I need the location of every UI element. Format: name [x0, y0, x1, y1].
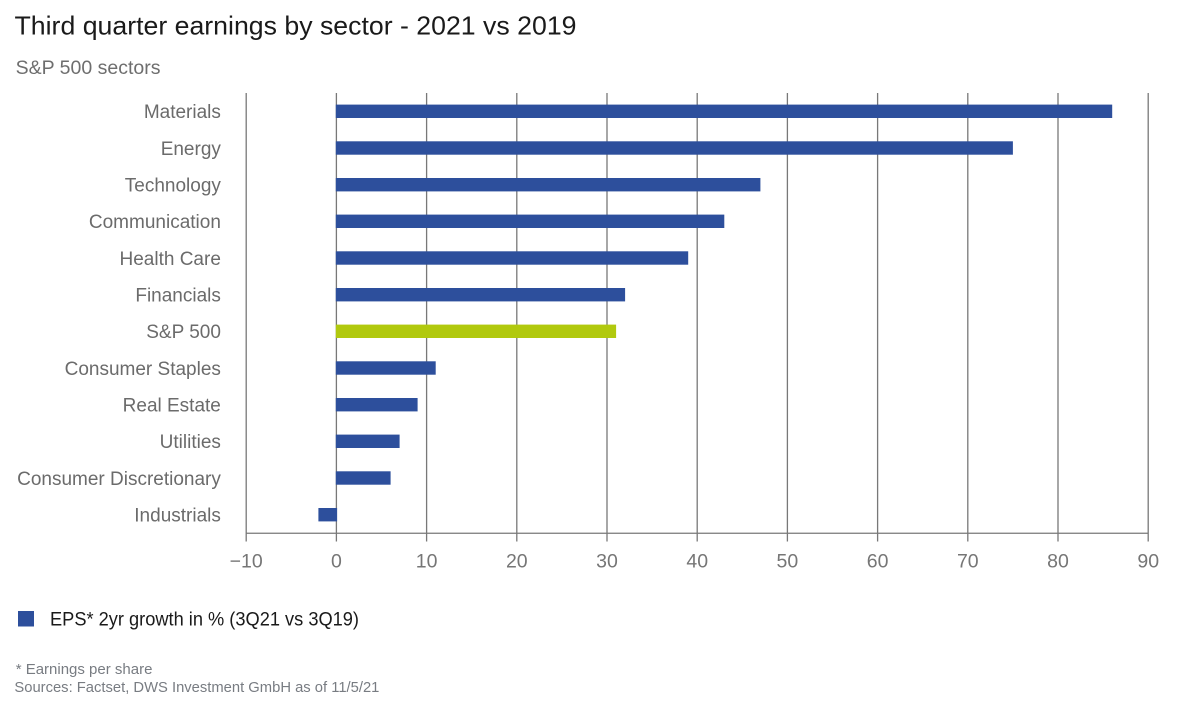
- svg-text:50: 50: [777, 550, 799, 572]
- svg-text:70: 70: [957, 550, 979, 572]
- svg-text:Industrials: Industrials: [134, 506, 221, 527]
- svg-text:Consumer Discretionary: Consumer Discretionary: [17, 469, 221, 490]
- svg-text:0: 0: [331, 550, 342, 572]
- svg-text:90: 90: [1137, 550, 1159, 572]
- svg-text:10: 10: [416, 550, 438, 572]
- svg-text:Energy: Energy: [161, 139, 222, 160]
- svg-text:80: 80: [1047, 550, 1069, 572]
- svg-text:Sources: Factset, DWS Investme: Sources: Factset, DWS Investment GmbH as…: [14, 679, 379, 696]
- svg-text:30: 30: [596, 550, 618, 572]
- svg-text:−10: −10: [230, 550, 263, 572]
- svg-text:40: 40: [686, 550, 708, 572]
- svg-text:Real Estate: Real Estate: [123, 396, 221, 417]
- svg-text:Consumer Staples: Consumer Staples: [65, 359, 221, 380]
- svg-text:S&P 500 sectors: S&P 500 sectors: [16, 57, 161, 79]
- svg-text:* Earnings per share: * Earnings per share: [16, 661, 153, 678]
- svg-text:Health Care: Health Care: [120, 249, 221, 270]
- svg-text:Financials: Financials: [135, 286, 221, 307]
- svg-text:60: 60: [867, 550, 889, 572]
- svg-text:Technology: Technology: [125, 176, 222, 197]
- svg-text:EPS* 2yr growth in % (3Q21 vs: EPS* 2yr growth in % (3Q21 vs 3Q19): [50, 609, 359, 630]
- svg-text:Communication: Communication: [89, 212, 221, 233]
- svg-text:20: 20: [506, 550, 528, 572]
- svg-text:S&P 500: S&P 500: [146, 322, 221, 343]
- svg-text:Utilities: Utilities: [160, 432, 221, 453]
- svg-text:Materials: Materials: [144, 102, 221, 123]
- svg-text:Third quarter earnings by sect: Third quarter earnings by sector - 2021 …: [15, 10, 577, 40]
